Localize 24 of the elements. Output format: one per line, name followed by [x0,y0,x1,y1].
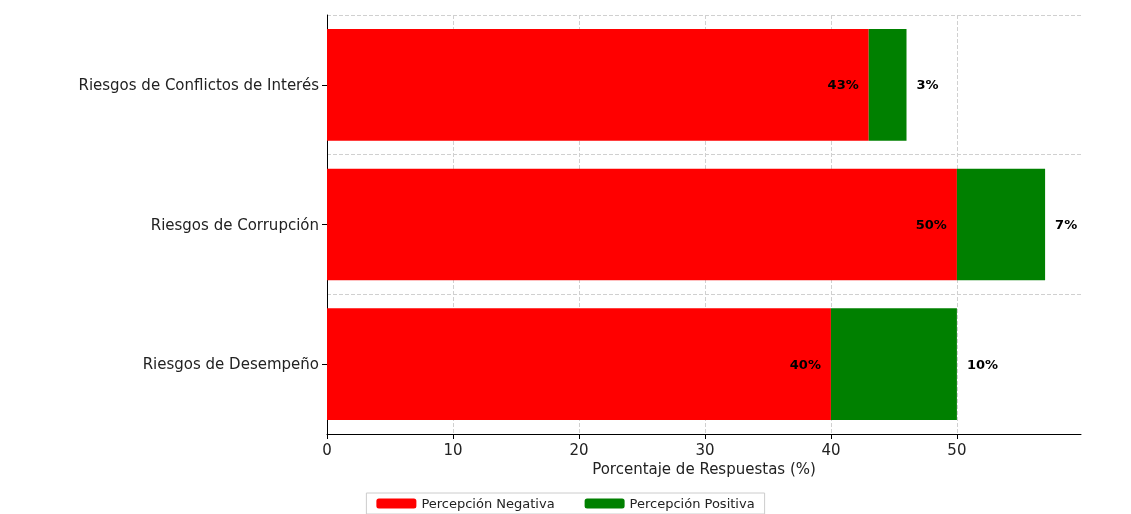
x-tick-label: 0 [322,440,332,459]
bar [956,168,1046,281]
data-label: 43% [827,77,859,93]
y-tick-label: Riesgos de Desempeño [142,355,319,374]
y-tick-label: Riesgos de Conflictos de Interés [78,75,320,94]
bar [327,168,957,281]
data-label: 40% [789,356,821,372]
bar [868,28,907,141]
bar [327,28,869,141]
bar [327,308,831,421]
x-tick-label: 50 [947,440,967,459]
y-tick-label: Riesgos de Corrupción [150,215,319,234]
bar [830,308,957,421]
data-label: 3% [916,77,939,93]
x-tick-label: 40 [821,440,841,459]
legend-label: Percepción Negativa [421,496,555,511]
x-tick-label: 10 [443,440,463,459]
x-tick-label: 20 [569,440,589,459]
x-tick-label: 30 [695,440,715,459]
data-label: 50% [915,217,947,232]
data-label: 7% [1055,217,1078,232]
data-label: 10% [966,356,999,372]
legend-label: Percepción Positiva [629,496,755,511]
x-axis-title: Porcentaje de Respuestas (%) [592,460,816,479]
